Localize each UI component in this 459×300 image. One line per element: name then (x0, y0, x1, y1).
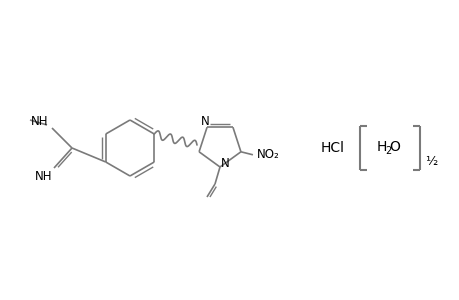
Text: HCl: HCl (320, 141, 344, 155)
Text: NH: NH (31, 115, 49, 128)
Text: NH: NH (35, 170, 53, 184)
Text: 2: 2 (384, 146, 390, 156)
Text: NO₂: NO₂ (256, 148, 279, 161)
Text: ½: ½ (424, 155, 437, 169)
Text: H: H (376, 140, 386, 154)
Text: O: O (389, 140, 400, 154)
Text: N: N (220, 157, 229, 169)
Text: N: N (200, 115, 209, 128)
